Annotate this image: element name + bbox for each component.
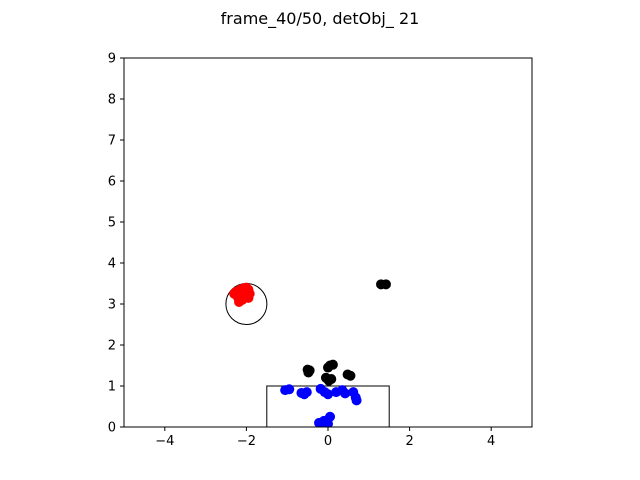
- y-tick-label: 4: [108, 257, 116, 272]
- x-tick-label: −2: [237, 434, 256, 449]
- y-tick-label: 1: [108, 380, 116, 395]
- data-point: [304, 365, 315, 376]
- y-tick-label: 6: [108, 175, 116, 190]
- y-tick-label: 0: [108, 421, 116, 436]
- axes: −4 −2 0 2 4 0 1 2 3 4 5 6 7 8 9: [108, 52, 533, 449]
- plot-content: [225, 279, 391, 427]
- y-tick-label: 8: [108, 93, 116, 108]
- y-tick-label: 7: [108, 134, 116, 149]
- data-point: [340, 388, 351, 399]
- y-tick-label: 3: [108, 298, 116, 313]
- y-tick-label: 9: [108, 52, 116, 67]
- data-point: [351, 395, 362, 406]
- data-point: [231, 286, 242, 297]
- data-point: [243, 292, 254, 303]
- data-point: [301, 387, 312, 398]
- chart-title: frame_40/50, detObj_ 21: [221, 9, 420, 29]
- x-tick-label: 4: [487, 434, 495, 449]
- series-1: [302, 279, 391, 386]
- data-point: [284, 384, 295, 395]
- data-point: [326, 374, 337, 385]
- target-rectangle: [266, 385, 390, 427]
- data-point: [327, 359, 338, 370]
- x-tick-label: 0: [324, 434, 332, 449]
- x-tick-label: 2: [405, 434, 413, 449]
- y-tick-label: 5: [108, 216, 116, 231]
- data-point: [345, 370, 356, 381]
- series-2: [280, 383, 362, 427]
- x-tick-label: −4: [155, 434, 174, 449]
- series-0: [229, 282, 255, 307]
- y-tick-label: 2: [108, 339, 116, 354]
- data-point: [323, 389, 333, 400]
- data-point: [323, 418, 333, 427]
- data-point: [380, 279, 391, 290]
- plot-area: [225, 279, 391, 427]
